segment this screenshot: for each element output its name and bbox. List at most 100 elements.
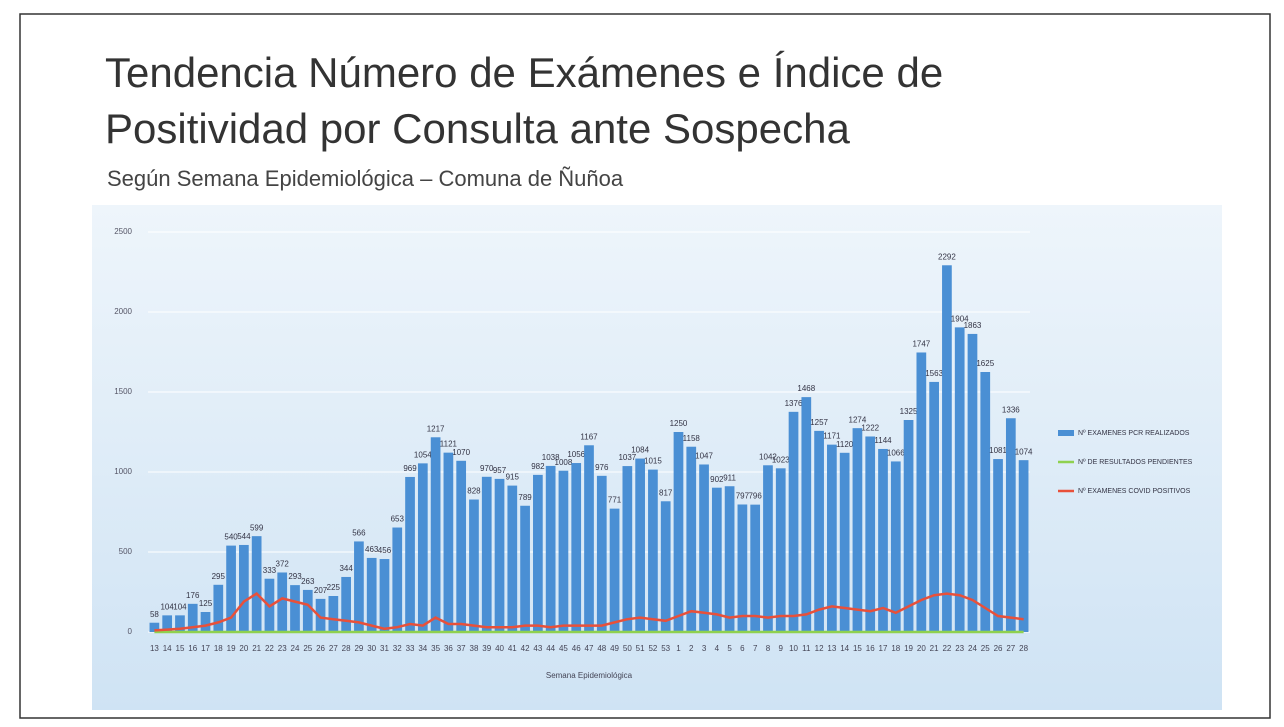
bar [405,476,415,632]
bar [315,598,326,632]
title-line: Tendencia Número de Exámenes e Índice de [105,49,943,96]
data-label: 915 [506,473,520,482]
data-label: 599 [250,523,264,532]
x-tick-label: 53 [661,644,670,653]
bar [801,397,812,632]
data-label: 225 [327,583,341,592]
bar [878,448,888,632]
bar [354,541,364,632]
data-label: 982 [531,462,545,471]
data-label: 789 [518,493,532,502]
data-label: 125 [199,599,213,608]
bar [456,460,467,632]
x-tick-label: 26 [316,644,325,653]
data-label: 902 [710,475,724,484]
data-label: 372 [276,560,290,569]
x-tick-label: 20 [917,644,926,653]
bar [916,352,927,632]
data-label: 540 [224,533,238,542]
data-label: 1120 [836,440,854,449]
data-label: 1047 [695,452,713,461]
x-tick-label: 28 [1019,644,1028,653]
bar [750,504,761,632]
data-label: 828 [467,487,481,496]
data-label: 1325 [900,407,918,416]
x-tick-label: 24 [291,644,300,653]
data-label: 207 [314,586,328,595]
data-label: 1121 [440,440,458,449]
x-tick-label: 32 [393,644,402,653]
bar [239,544,249,632]
bar [200,612,211,632]
bar [711,487,722,632]
data-label: 1070 [452,448,470,457]
data-label: 456 [378,546,392,555]
x-tick-label: 50 [623,644,632,653]
y-tick-label: 1000 [114,467,132,476]
data-label: 1274 [849,415,867,424]
bar [609,508,620,632]
data-label: 1158 [683,434,701,443]
x-tick-label: 12 [815,644,824,653]
bar [967,333,978,632]
bar [635,458,645,632]
bar [788,411,799,632]
data-label: 1336 [1002,405,1020,414]
data-label: 1376 [785,399,803,408]
data-label: 1084 [631,446,649,455]
x-tick-label: 21 [252,644,261,653]
x-tick-label: 17 [201,644,210,653]
x-tick-label: 16 [866,644,875,653]
data-label: 969 [403,464,417,473]
x-tick-label: 10 [789,644,798,653]
x-tick-label: 11 [802,644,811,653]
data-label: 1015 [644,457,662,466]
bar [686,446,697,632]
data-label: 1625 [976,359,994,368]
x-tick-label: 21 [930,644,939,653]
data-label: 771 [608,496,622,505]
data-label: 104 [173,602,187,611]
bar [980,372,991,632]
data-label: 1468 [797,384,815,393]
bar [993,459,1003,632]
data-label: 1167 [580,432,598,441]
x-tick-label: 34 [418,644,427,653]
x-tick-label: 27 [329,644,338,653]
x-tick-label: 13 [827,644,836,653]
bar [763,465,773,632]
x-tick-label: 41 [508,644,517,653]
data-label: 1217 [427,424,445,433]
data-label: 1747 [912,340,930,349]
bar [175,615,185,632]
bar [149,622,160,632]
data-label: 333 [263,566,277,575]
bar [417,463,428,632]
data-label: 1074 [1015,447,1033,456]
line [154,592,1024,632]
bar [814,430,824,632]
bar [839,452,850,632]
x-tick-label: 35 [431,644,440,653]
data-label: 1563 [925,369,943,378]
x-tick-label: 8 [766,644,771,653]
data-label: 463 [365,545,379,554]
x-tick-label: 51 [636,644,645,653]
x-tick-label: 18 [891,644,900,653]
y-tick-label: 2000 [114,307,132,316]
data-label: 970 [480,464,494,473]
bar [775,468,786,632]
x-tick-label: 25 [303,644,312,653]
bar [277,572,288,632]
bar [520,505,530,632]
data-label: 1144 [874,436,892,445]
bar [545,465,556,632]
data-label: 1250 [670,419,688,428]
bar [1018,460,1029,632]
data-label: 796 [748,492,762,501]
x-tick-label: 31 [380,644,389,653]
bar [724,486,735,632]
x-tick-label: 24 [968,644,977,653]
x-tick-label: 28 [342,644,351,653]
data-label: 957 [493,466,507,475]
